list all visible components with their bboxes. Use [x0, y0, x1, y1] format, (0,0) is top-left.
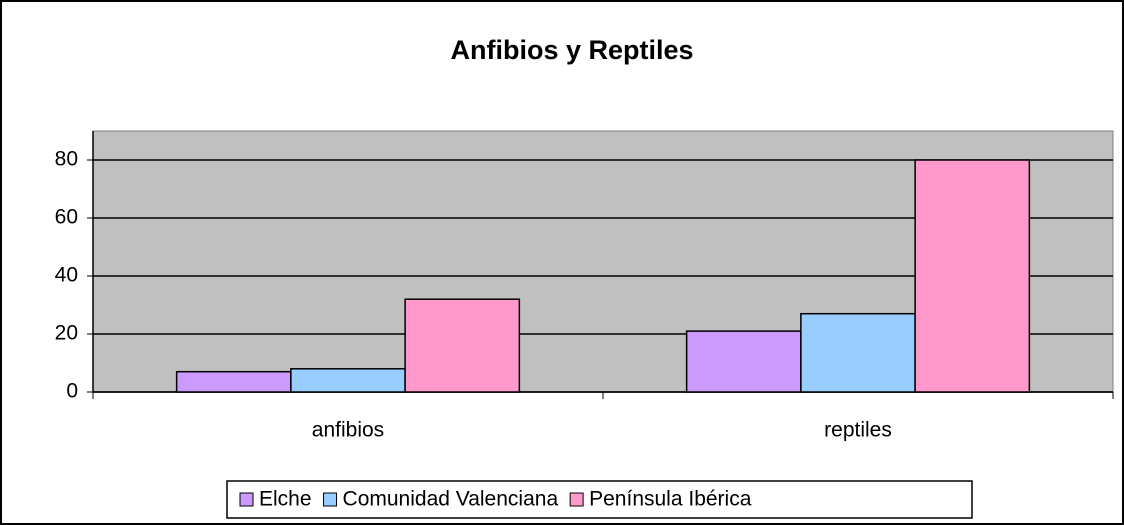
bar	[685, 330, 802, 393]
x-tick-label: reptiles	[824, 419, 892, 442]
chart-title: Anfibios y Reptiles	[450, 35, 693, 65]
bar	[800, 312, 916, 393]
y-tick-label: 60	[55, 206, 78, 229]
bar	[175, 370, 292, 393]
legend-label: Elche	[259, 488, 312, 511]
legend-swatch	[239, 492, 254, 507]
legend-label: Comunidad Valenciana	[343, 488, 559, 511]
y-tick-label: 80	[55, 148, 78, 171]
legend-box	[226, 480, 973, 519]
legend-swatch	[323, 492, 338, 507]
y-tick-label: 40	[55, 264, 78, 287]
bar	[404, 298, 521, 393]
y-tick-label: 20	[55, 322, 78, 345]
legend-label: Península Ibérica	[589, 488, 752, 511]
legend-swatch	[569, 492, 584, 507]
y-tick-label: 0	[66, 380, 78, 403]
bar	[914, 159, 1031, 393]
bar	[290, 368, 406, 393]
x-tick-label: anfibios	[312, 419, 384, 442]
